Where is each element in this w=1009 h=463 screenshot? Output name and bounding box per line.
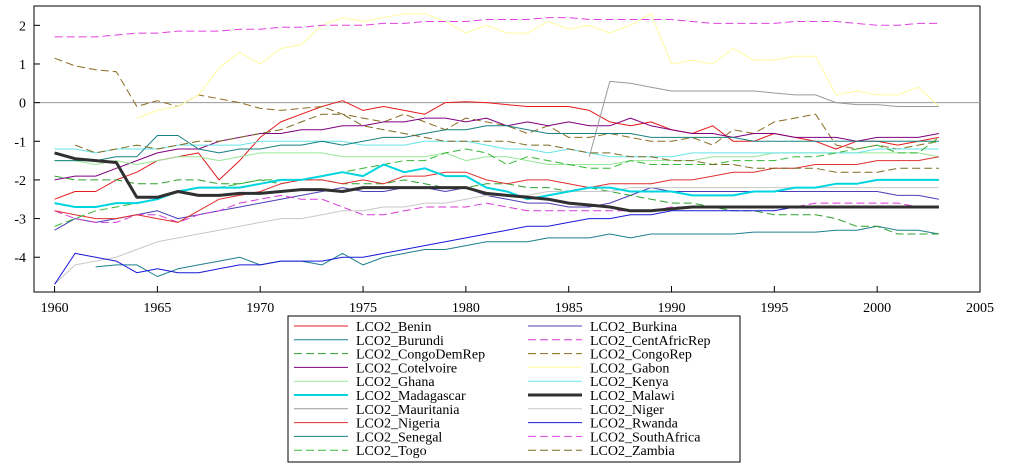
legend-label: LCO2_Togo xyxy=(356,444,427,459)
legend-label: LCO2_Rwanda xyxy=(590,417,679,432)
x-tick-label: 1995 xyxy=(760,301,788,316)
series-line-lco2-malawi xyxy=(54,151,939,213)
legend-label: LCO2_Mauritania xyxy=(356,403,460,418)
series-line-lco2-burundi xyxy=(95,225,939,277)
legend-label: LCO2_SouthAfrica xyxy=(590,430,701,445)
x-tick-label: 1985 xyxy=(555,301,583,316)
legend-label: LCO2_Cotelvoire xyxy=(356,361,457,376)
x-tick-label: 2000 xyxy=(863,301,891,316)
y-tick-label: 1 xyxy=(19,58,26,73)
series-line-lco2-madagascar xyxy=(54,163,939,208)
legend-label: LCO2_Burundi xyxy=(356,334,444,349)
y-tick-label: -1 xyxy=(14,135,26,150)
y-axis: -4 -3 -2 -1 0 1 2 xyxy=(14,19,40,266)
plot-area: 1960 1965 1970 1975 1980 1985 1990 1995 2000 2005… xyxy=(14,5,994,316)
plot-frame xyxy=(33,5,981,293)
x-tick-label: 2005 xyxy=(966,301,994,316)
series-line-lco2-congodemrep xyxy=(54,175,939,235)
legend-label: LCO2_Ghana xyxy=(356,375,435,390)
y-tick-label: 2 xyxy=(19,19,26,34)
legend-label: LCO2_Benin xyxy=(356,320,431,335)
series-line-lco2-nigeria xyxy=(54,156,939,223)
legend-label: LCO2_Nigeria xyxy=(356,417,441,432)
series-line-lco2-cotelvoire xyxy=(54,117,939,181)
legend-label: LCO2_Malawi xyxy=(590,389,675,404)
legend-label: LCO2_Kenya xyxy=(590,375,669,390)
y-tick-label: -4 xyxy=(14,251,26,266)
y-tick-label: -2 xyxy=(14,174,26,189)
legend-label: LCO2_Niger xyxy=(590,403,664,418)
x-tick-label: 1965 xyxy=(143,301,171,316)
x-tick-label: 1975 xyxy=(349,301,377,316)
y-tick-label: 0 xyxy=(19,97,26,112)
series-line-lco2-kenya xyxy=(54,140,939,158)
legend-label: LCO2_Gabon xyxy=(590,361,669,376)
y-tick-label: -3 xyxy=(14,213,26,228)
x-tick-label: 1970 xyxy=(246,301,274,316)
x-axis: 1960 1965 1970 1975 1980 1985 1990 1995 2000 2005 xyxy=(41,286,994,316)
x-tick-label: 1980 xyxy=(452,301,480,316)
series-line-lco2-mauritania xyxy=(588,80,939,157)
legend-label: LCO2_Madagascar xyxy=(356,389,466,404)
legend-label: LCO2_Senegal xyxy=(356,430,442,445)
x-tick-label: 1990 xyxy=(658,301,686,316)
legend-label: LCO2_CongoDemRep xyxy=(356,348,485,363)
legend-label: LCO2_Burkina xyxy=(590,320,678,335)
series-line-lco2-zambia xyxy=(74,113,939,173)
legend-label: LCO2_Zambia xyxy=(590,444,676,459)
series-lines xyxy=(54,13,940,285)
series-line-lco2-gabon xyxy=(136,13,940,119)
series-line-lco2-congorep xyxy=(54,57,939,150)
legend-box xyxy=(287,315,741,463)
legend-label: LCO2_CentAfricRep xyxy=(590,334,711,349)
legend-label: LCO2_CongoRep xyxy=(590,348,692,363)
series-line-lco2-southafrica xyxy=(54,17,939,38)
series-line-lco2-burkina xyxy=(54,187,939,231)
series-line-lco2-senegal xyxy=(54,125,939,162)
x-tick-label: 1960 xyxy=(41,301,69,316)
